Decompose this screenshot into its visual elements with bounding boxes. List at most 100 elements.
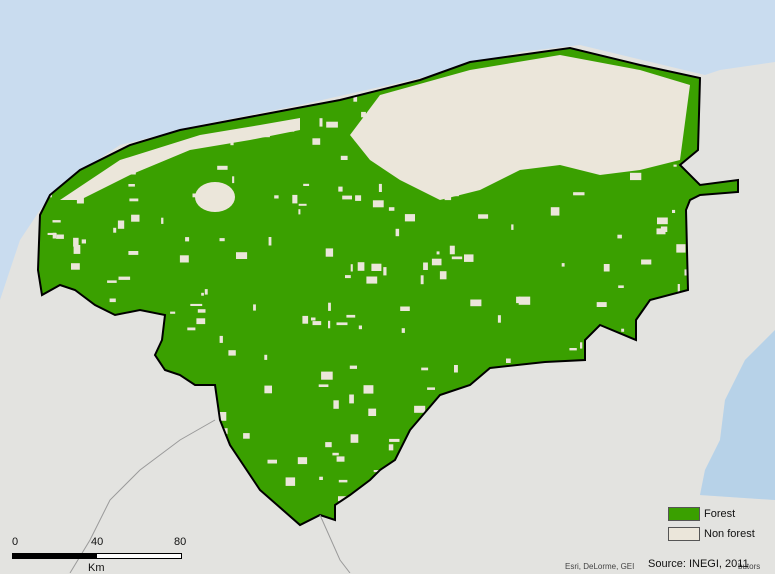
non-forest-patch [449, 189, 459, 197]
non-forest-patch [274, 195, 279, 199]
non-forest-patch [287, 128, 295, 132]
scale-tick-40: 40 [91, 536, 104, 548]
non-forest-patch [340, 155, 348, 160]
legend-label-forest: Forest [704, 508, 736, 520]
non-forest-patch [569, 348, 577, 351]
neighbor-border [319, 514, 351, 573]
non-forest-patch [336, 322, 348, 326]
non-forest-patch [333, 400, 339, 409]
non-forest-patches [40, 55, 696, 514]
non-forest-patch [445, 126, 452, 130]
non-forest-patch [579, 164, 585, 170]
non-forest-patch [506, 358, 511, 363]
non-forest-patch [358, 325, 362, 330]
non-forest-patch [657, 90, 663, 95]
non-forest-patch [476, 156, 485, 162]
non-forest-patch [328, 320, 331, 329]
non-forest-patch [311, 317, 316, 321]
non-forest-patch [76, 197, 84, 204]
non-forest-patch [297, 457, 308, 465]
non-forest-patch [592, 103, 595, 112]
non-forest-patch [618, 285, 624, 288]
legend-item-forest: Forest [668, 504, 768, 524]
non-forest-patch [354, 133, 362, 142]
non-forest-patch [129, 198, 139, 202]
non-forest-patch [346, 314, 356, 318]
non-forest-patch [102, 179, 113, 183]
non-forest-patch [338, 479, 348, 483]
non-forest-patch [353, 93, 358, 102]
non-forest-patch [451, 256, 463, 260]
non-forest-patch [421, 367, 429, 371]
non-forest-patch [676, 244, 686, 253]
legend-swatch-non-forest [668, 527, 700, 541]
non-forest-patch [204, 289, 208, 295]
non-forest-patch [472, 91, 480, 96]
non-forest-patch [52, 220, 61, 223]
non-forest-patch [350, 264, 353, 272]
non-forest-patch [230, 141, 234, 146]
non-forest-patch [414, 405, 426, 413]
non-forest-patch [439, 271, 447, 280]
non-forest-patch [319, 476, 323, 480]
non-forest-patch [355, 195, 362, 201]
non-forest-patch [318, 384, 329, 387]
non-forest-patch [427, 150, 436, 158]
non-forest-patch [442, 131, 446, 136]
non-forest-patch [553, 147, 558, 150]
non-forest-patch [363, 385, 374, 394]
non-forest-patch [197, 309, 206, 313]
non-forest-patch [128, 251, 139, 255]
non-forest-patch [312, 321, 322, 326]
non-forest-patch [372, 200, 384, 208]
non-forest-patch [641, 259, 652, 265]
non-forest-patch [52, 232, 57, 239]
scale-segment-dark [12, 553, 96, 559]
non-forest-patch [365, 146, 377, 150]
non-forest-patch [451, 151, 463, 158]
non-forest-patch [465, 93, 468, 97]
non-forest-patch [349, 394, 354, 404]
legend: Forest Non forest [668, 504, 768, 544]
non-forest-patch [131, 214, 140, 222]
non-forest-patch [414, 170, 424, 179]
non-forest-patch [345, 275, 351, 279]
non-forest-patch [420, 275, 424, 285]
scale-bar: 0 40 80 Km [12, 536, 187, 574]
non-forest-patch [196, 318, 206, 325]
legend-item-non-forest: Non forest [668, 524, 768, 544]
non-forest-patch [342, 195, 352, 200]
non-forest-patch [253, 304, 256, 311]
deep-sea-shade [700, 330, 775, 500]
non-forest-patch [665, 134, 673, 143]
non-forest-patch [219, 335, 223, 343]
non-forest-patch [128, 184, 135, 187]
non-forest-patch [268, 237, 272, 246]
scale-unit: Km [88, 562, 105, 574]
non-forest-patch [47, 232, 57, 235]
non-forest-patch [215, 412, 227, 421]
non-forest-patch [395, 228, 400, 237]
neighbor-border [69, 419, 216, 573]
non-forest-patch [431, 258, 442, 266]
legend-label-non-forest: Non forest [704, 528, 755, 540]
non-forest-patch [550, 207, 560, 216]
non-forest-patch [325, 248, 334, 257]
non-forest-patch [303, 183, 310, 186]
non-forest-patch [264, 354, 268, 360]
non-forest-patch [298, 203, 307, 206]
non-forest-patch [232, 176, 235, 184]
non-forest-patch [325, 442, 332, 448]
non-forest-patch [298, 209, 301, 215]
non-forest-patch [371, 263, 382, 271]
non-forest-patch [326, 121, 338, 128]
non-forest-patch [349, 365, 357, 369]
non-forest-patch [86, 183, 90, 189]
non-forest-patch [217, 165, 228, 170]
non-forest-patch [423, 262, 428, 270]
non-forest-patch [454, 365, 458, 373]
non-forest-patch [612, 144, 616, 148]
non-forest-patch [388, 444, 394, 451]
non-forest-patch [616, 109, 625, 114]
non-forest-patch [118, 276, 131, 280]
